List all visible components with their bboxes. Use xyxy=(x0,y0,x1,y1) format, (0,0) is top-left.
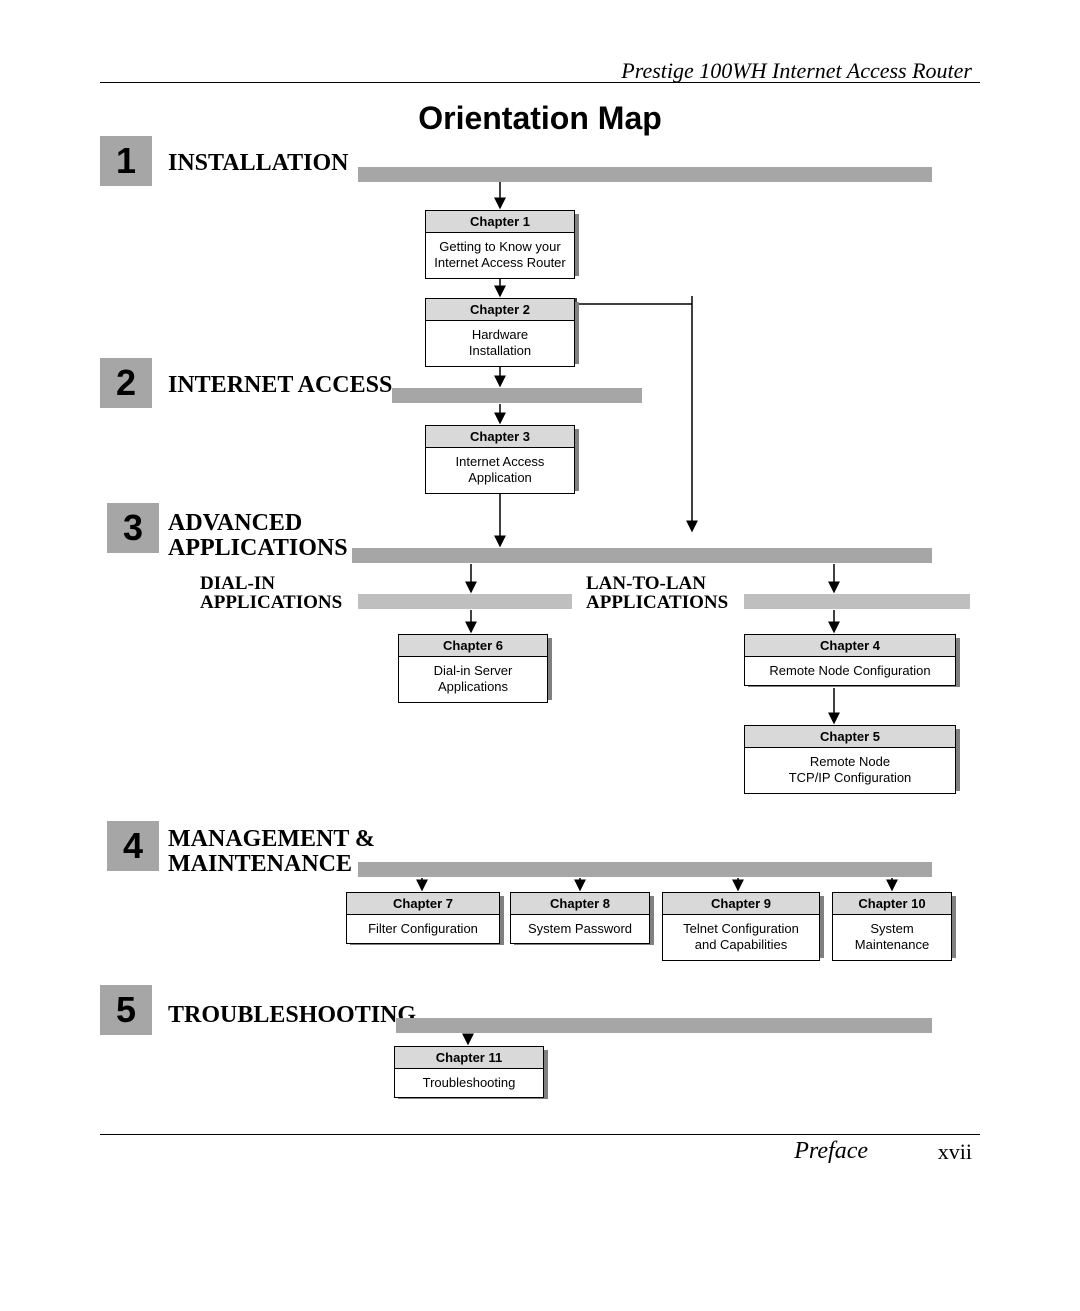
chapter-head: Chapter 7 xyxy=(347,893,499,915)
section-3-numbox: 3 xyxy=(107,503,159,553)
chapter-c4-box: Chapter 4Remote Node Configuration xyxy=(744,634,956,686)
section-5-bar xyxy=(396,1018,932,1033)
document-page: Prestige 100WH Internet Access Router Or… xyxy=(0,0,1080,1311)
sub-lan-label-b: APPLICATIONS xyxy=(586,592,728,614)
section-4-label-b: MAINTENANCE xyxy=(168,851,352,878)
chapter-head: Chapter 4 xyxy=(745,635,955,657)
sub-dial-label-b: APPLICATIONS xyxy=(200,592,342,614)
chapter-c5-box: Chapter 5Remote NodeTCP/IP Configuration xyxy=(744,725,956,794)
section-3-bar xyxy=(352,548,932,563)
section-4-bar xyxy=(358,862,932,877)
chapter-c11-box: Chapter 11Troubleshooting xyxy=(394,1046,544,1098)
chapter-head: Chapter 9 xyxy=(663,893,819,915)
chapter-inner: Chapter 8System Password xyxy=(510,892,650,944)
footer-page-number: xvii xyxy=(938,1139,972,1165)
section-2-label: INTERNET ACCESS xyxy=(168,372,392,399)
sub-dial-bar xyxy=(358,594,572,609)
section-1-bar xyxy=(358,167,932,182)
chapter-inner: Chapter 10SystemMaintenance xyxy=(832,892,952,961)
section-5-label: TROUBLESHOOTING xyxy=(168,1002,416,1029)
section-2-numbox: 2 xyxy=(100,358,152,408)
chapter-inner: Chapter 4Remote Node Configuration xyxy=(744,634,956,686)
chapter-head: Chapter 1 xyxy=(426,211,574,233)
rule-bottom xyxy=(100,1134,980,1135)
chapter-c1-box: Chapter 1Getting to Know yourInternet Ac… xyxy=(425,210,575,279)
chapter-c8-box: Chapter 8System Password xyxy=(510,892,650,944)
chapter-inner: Chapter 9Telnet Configurationand Capabil… xyxy=(662,892,820,961)
chapter-inner: Chapter 2HardwareInstallation xyxy=(425,298,575,367)
chapter-c10-box: Chapter 10SystemMaintenance xyxy=(832,892,952,961)
chapter-head: Chapter 8 xyxy=(511,893,649,915)
header-product-name: Prestige 100WH Internet Access Router xyxy=(621,58,972,84)
chapter-body: Getting to Know yourInternet Access Rout… xyxy=(426,233,574,278)
chapter-c9-box: Chapter 9Telnet Configurationand Capabil… xyxy=(662,892,820,961)
chapter-body: Remote Node Configuration xyxy=(745,657,955,685)
section-4-numbox: 4 xyxy=(107,821,159,871)
section-3-label-a: ADVANCED xyxy=(168,510,302,537)
section-1-numbox: 1 xyxy=(100,136,152,186)
chapter-head: Chapter 5 xyxy=(745,726,955,748)
footer-section-name: Preface xyxy=(794,1138,868,1165)
chapter-head: Chapter 6 xyxy=(399,635,547,657)
chapter-c3-box: Chapter 3Internet AccessApplication xyxy=(425,425,575,494)
section-1-label: INSTALLATION xyxy=(168,150,349,177)
section-3-label-b: APPLICATIONS xyxy=(168,535,348,562)
chapter-c6-box: Chapter 6Dial-in ServerApplications xyxy=(398,634,548,703)
chapter-body: HardwareInstallation xyxy=(426,321,574,366)
chapter-body: Troubleshooting xyxy=(395,1069,543,1097)
section-5-numbox: 5 xyxy=(100,985,152,1035)
sub-lan-bar xyxy=(744,594,970,609)
chapter-inner: Chapter 5Remote NodeTCP/IP Configuration xyxy=(744,725,956,794)
chapter-body: Dial-in ServerApplications xyxy=(399,657,547,702)
chapter-head: Chapter 10 xyxy=(833,893,951,915)
section-2-bar xyxy=(392,388,642,403)
chapter-inner: Chapter 6Dial-in ServerApplications xyxy=(398,634,548,703)
chapter-head: Chapter 11 xyxy=(395,1047,543,1069)
chapter-inner: Chapter 3Internet AccessApplication xyxy=(425,425,575,494)
chapter-inner: Chapter 7Filter Configuration xyxy=(346,892,500,944)
section-4-label-a: MANAGEMENT & xyxy=(168,826,375,853)
chapter-body: Internet AccessApplication xyxy=(426,448,574,493)
chapter-inner: Chapter 1Getting to Know yourInternet Ac… xyxy=(425,210,575,279)
chapter-body: System Password xyxy=(511,915,649,943)
chapter-head: Chapter 2 xyxy=(426,299,574,321)
chapter-body: Remote NodeTCP/IP Configuration xyxy=(745,748,955,793)
page-title: Orientation Map xyxy=(0,100,1080,137)
chapter-head: Chapter 3 xyxy=(426,426,574,448)
chapter-body: SystemMaintenance xyxy=(833,915,951,960)
chapter-c7-box: Chapter 7Filter Configuration xyxy=(346,892,500,944)
chapter-body: Telnet Configurationand Capabilities xyxy=(663,915,819,960)
chapter-c2-box: Chapter 2HardwareInstallation xyxy=(425,298,575,367)
chapter-inner: Chapter 11Troubleshooting xyxy=(394,1046,544,1098)
chapter-body: Filter Configuration xyxy=(347,915,499,943)
